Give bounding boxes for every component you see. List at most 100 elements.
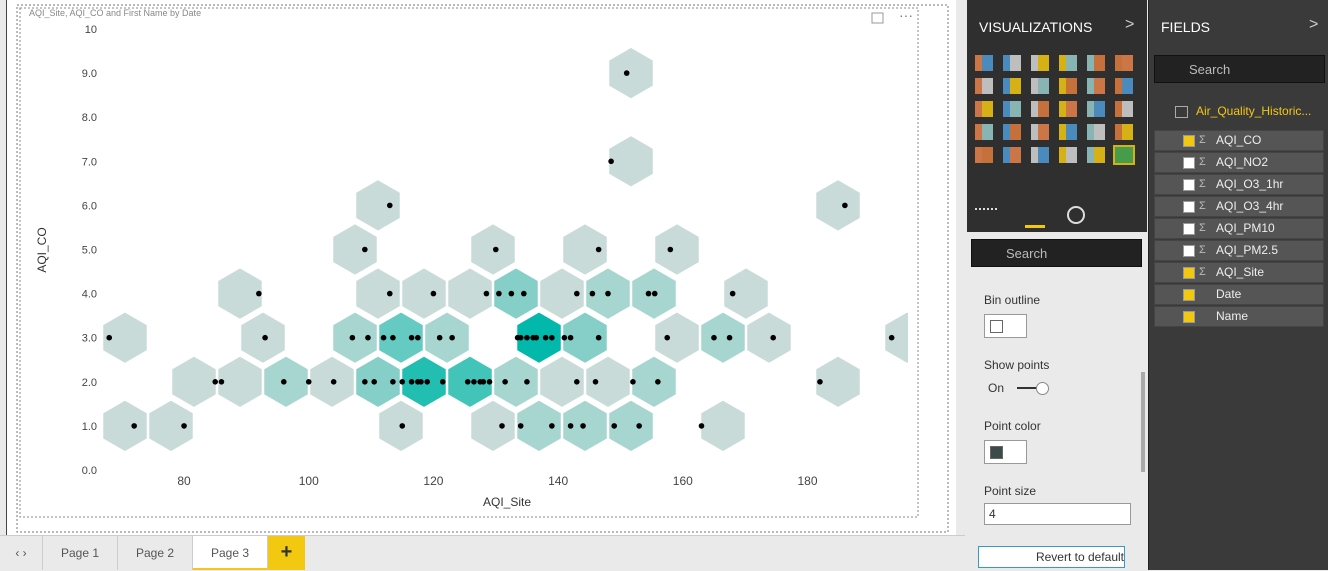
data-point[interactable] <box>664 334 671 341</box>
checkbox[interactable] <box>1183 223 1195 235</box>
data-point[interactable] <box>605 290 611 297</box>
checkbox[interactable] <box>1183 267 1195 279</box>
field-row[interactable]: Σ AQI_PM2.5 <box>1154 240 1324 261</box>
data-point[interactable] <box>533 334 540 341</box>
visual-icon[interactable] <box>975 78 993 94</box>
hex-bin[interactable] <box>400 354 448 409</box>
visual-icon[interactable] <box>1003 124 1021 140</box>
data-point[interactable] <box>408 379 415 385</box>
data-point[interactable] <box>542 334 549 341</box>
data-point[interactable] <box>502 379 508 385</box>
visual-icon[interactable] <box>1031 101 1049 117</box>
data-point[interactable] <box>430 290 437 297</box>
data-point[interactable] <box>549 423 555 429</box>
data-point[interactable] <box>567 334 574 341</box>
visual-icon[interactable] <box>1059 78 1077 94</box>
data-point[interactable] <box>330 379 337 385</box>
data-point[interactable] <box>524 379 530 385</box>
hex-bin[interactable] <box>722 266 770 321</box>
collapse[interactable]: > <box>1125 16 1135 33</box>
data-point[interactable] <box>492 246 499 253</box>
checkbox[interactable] <box>1183 245 1195 257</box>
data-point[interactable] <box>580 423 586 429</box>
field-row[interactable]: Σ AQI_NO2 <box>1154 152 1324 173</box>
format-tab[interactable] <box>1025 203 1045 228</box>
data-point[interactable] <box>611 423 618 429</box>
field-row[interactable]: Σ AQI_Site <box>1154 262 1324 283</box>
data-point[interactable] <box>499 423 505 429</box>
hex-bin[interactable] <box>653 310 701 365</box>
data-point[interactable] <box>574 290 580 297</box>
field-row[interactable]: Date <box>1154 284 1324 305</box>
hex-bin[interactable] <box>515 399 563 453</box>
data-point[interactable] <box>726 334 733 341</box>
data-point[interactable] <box>817 379 823 385</box>
visual-icon[interactable] <box>1087 55 1105 71</box>
field-row[interactable]: Name <box>1154 306 1324 327</box>
visual-icon[interactable] <box>1003 101 1021 117</box>
data-point[interactable] <box>390 379 396 385</box>
hex-bin[interactable] <box>561 222 609 277</box>
hex-bin[interactable] <box>745 310 793 365</box>
data-point[interactable] <box>496 290 502 297</box>
hex-bin[interactable] <box>331 222 379 277</box>
visual-icon[interactable] <box>1059 124 1077 140</box>
point-size-input[interactable]: 4 <box>984 503 1131 525</box>
data-point[interactable] <box>698 423 705 429</box>
collapse[interactable]: > <box>1309 16 1319 33</box>
checkbox[interactable] <box>1183 157 1195 169</box>
hex-bin[interactable] <box>354 266 402 321</box>
data-point[interactable] <box>106 334 113 341</box>
data-point[interactable] <box>729 290 736 297</box>
data-point[interactable] <box>349 334 356 341</box>
more-options[interactable]: ··· <box>899 7 913 23</box>
data-point[interactable] <box>399 379 406 385</box>
fields-tab[interactable] <box>975 208 997 213</box>
hex-bin[interactable] <box>377 310 425 365</box>
visual-icon[interactable] <box>1031 78 1049 94</box>
focus-mode-icon[interactable] <box>871 12 884 24</box>
data-point[interactable] <box>589 290 596 297</box>
visual-icon[interactable] <box>1031 55 1049 71</box>
data-point[interactable] <box>436 334 443 341</box>
hex-bin[interactable] <box>607 46 655 100</box>
hex-bin[interactable] <box>423 310 471 365</box>
table-name[interactable]: Air_Quality_Historic... <box>1196 104 1312 118</box>
page-tab[interactable]: Page 3 <box>193 536 268 570</box>
visual-icon[interactable] <box>975 55 993 71</box>
data-point[interactable] <box>131 423 137 429</box>
hex-bin[interactable] <box>216 266 264 321</box>
fields-search[interactable]: Search <box>1154 55 1325 83</box>
data-point[interactable] <box>561 334 568 341</box>
visual-icon[interactable] <box>1115 55 1133 71</box>
data-point[interactable] <box>623 70 630 76</box>
visual-icon[interactable] <box>975 101 993 117</box>
visual-icon[interactable] <box>1003 78 1021 94</box>
hex-bin[interactable] <box>699 310 747 365</box>
bin-outline-picker[interactable] <box>984 314 1027 338</box>
data-point[interactable] <box>517 423 524 429</box>
data-point[interactable] <box>256 290 262 297</box>
hex-bin[interactable] <box>170 354 218 409</box>
data-point[interactable] <box>645 290 652 297</box>
data-point[interactable] <box>549 334 555 341</box>
data-point[interactable] <box>480 379 487 385</box>
hex-bin[interactable] <box>607 399 655 453</box>
visual-icon[interactable] <box>975 124 993 140</box>
data-point[interactable] <box>399 423 406 429</box>
hex-bin[interactable] <box>492 266 540 321</box>
data-point[interactable] <box>592 379 599 385</box>
tab-scroll[interactable]: ‹ › <box>0 536 43 570</box>
hex-bin[interactable] <box>607 134 655 189</box>
hex-bin[interactable] <box>699 399 747 453</box>
checkbox[interactable] <box>1183 135 1195 147</box>
visual-icon[interactable] <box>1031 124 1049 140</box>
visual-icon[interactable] <box>1031 147 1049 163</box>
data-point[interactable] <box>371 379 377 385</box>
field-row[interactable]: Σ AQI_CO <box>1154 130 1324 151</box>
data-point[interactable] <box>362 246 368 253</box>
hex-bin[interactable] <box>400 266 448 321</box>
hex-bin[interactable] <box>103 310 149 365</box>
data-point[interactable] <box>386 290 393 297</box>
data-point[interactable] <box>655 379 661 385</box>
